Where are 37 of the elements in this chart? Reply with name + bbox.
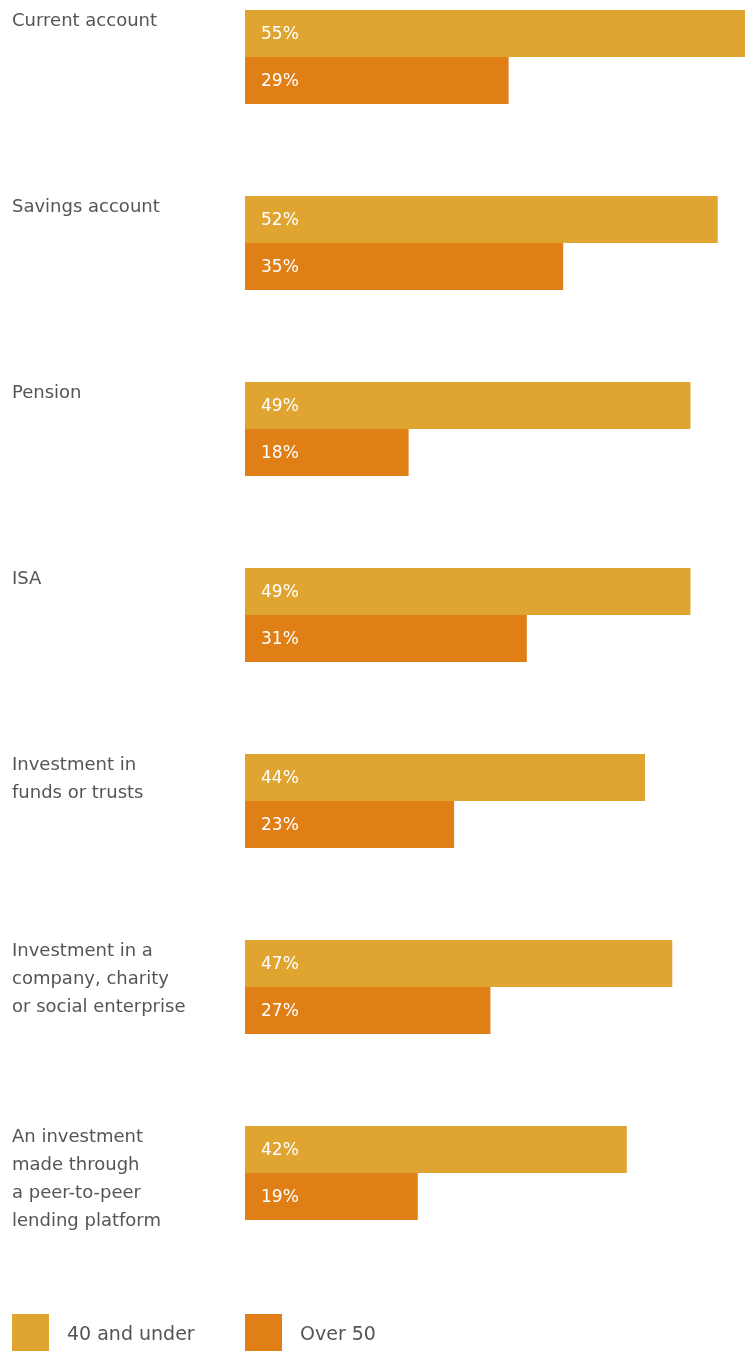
- y-tick-label: Investment in a company, charity or social enterprise: [12, 938, 186, 1016]
- y-tick-label: Pension: [12, 380, 82, 402]
- data-label: 55%: [261, 22, 299, 43]
- y-tick-label: Investment in funds or trusts: [12, 752, 144, 802]
- bar: [245, 568, 691, 615]
- data-label: 18%: [261, 441, 299, 462]
- data-label: 52%: [261, 208, 299, 229]
- y-tick-label: ISA: [12, 566, 43, 588]
- data-label: 47%: [261, 952, 299, 973]
- legend-label: Over 50: [300, 1321, 376, 1344]
- data-label: 49%: [261, 394, 299, 415]
- data-label: 49%: [261, 580, 299, 601]
- bar: [245, 801, 455, 848]
- data-label: 31%: [261, 627, 299, 648]
- y-tick-label: An investment made through a peer-to-peer lending platform: [12, 1124, 161, 1230]
- y-tick-label: Current account: [12, 8, 158, 30]
- bar: [245, 940, 673, 987]
- data-label: 42%: [261, 1138, 299, 1159]
- bar: [245, 987, 491, 1034]
- bar: [245, 196, 718, 243]
- legend-label: 40 and under: [67, 1321, 195, 1344]
- data-label: 19%: [261, 1185, 299, 1206]
- bar: [245, 1126, 627, 1173]
- bar: [245, 10, 745, 57]
- y-tick-label: Savings account: [12, 194, 160, 216]
- bar: [245, 1173, 418, 1220]
- data-label: 35%: [261, 255, 299, 276]
- bar: [245, 382, 691, 429]
- bar: [245, 429, 409, 476]
- bar: [245, 754, 645, 801]
- data-label: 27%: [261, 999, 299, 1020]
- bar: [245, 615, 527, 662]
- data-label: 23%: [261, 813, 299, 834]
- data-label: 44%: [261, 766, 299, 787]
- bar: [245, 243, 564, 290]
- bar: [245, 57, 509, 104]
- data-label: 29%: [261, 69, 299, 90]
